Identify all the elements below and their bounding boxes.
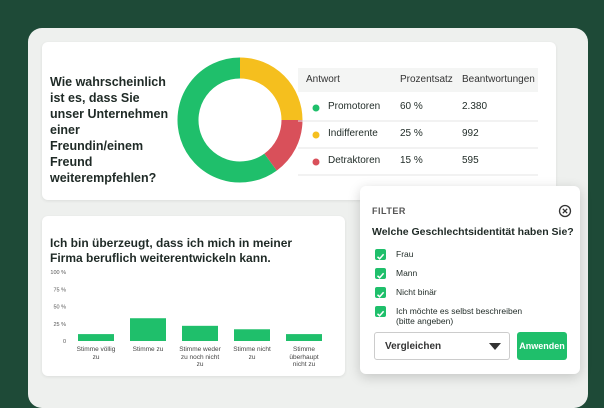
apply-button[interactable]: Anwenden xyxy=(517,332,567,360)
option-label: Mann xyxy=(396,268,418,278)
x-tick-label: Stimme nicht zu xyxy=(233,346,271,361)
bar-card xyxy=(42,216,345,376)
x-tick-label: Stimme völlig zu xyxy=(76,346,116,361)
table-header: Antwort xyxy=(306,74,340,85)
table-cell: 25 % xyxy=(400,128,423,139)
table-cell: 595 xyxy=(462,155,479,166)
table-header-bg xyxy=(298,68,538,92)
check-icon xyxy=(376,291,385,298)
answer-label: Promotoren xyxy=(328,101,381,112)
dropdown[interactable]: Vergleichen xyxy=(374,332,510,360)
filter-label: FILTER xyxy=(372,206,406,216)
table-cell: 992 xyxy=(462,128,479,139)
question-title: Wie wahrscheinlich ist es, dass Sie unse… xyxy=(50,75,169,185)
check-icon xyxy=(376,272,385,279)
close-icon[interactable] xyxy=(558,204,572,218)
checkbox[interactable] xyxy=(375,306,386,317)
option-label: Frau xyxy=(396,249,414,259)
check-icon xyxy=(376,253,385,260)
table-cell: 2.380 xyxy=(462,101,488,112)
filter-question: Welche Geschlechtsidentität haben Sie? xyxy=(372,226,574,238)
table-cell: 15 % xyxy=(400,155,423,166)
x-tick-label: Stimme zu xyxy=(132,346,164,353)
option-label: Nicht binär xyxy=(396,287,437,297)
filter-panel: FILTER Welche Geschlechtsidentität haben … xyxy=(360,186,580,374)
x-tick-label: Stimme weder zu noch nicht zu xyxy=(179,346,221,368)
check-icon xyxy=(376,310,385,317)
checkbox[interactable] xyxy=(375,249,386,260)
table-header: Beantwortungen xyxy=(462,74,535,85)
table-cell: 60 % xyxy=(400,101,423,112)
x-tick-label: Stimme überhaupt nicht zu xyxy=(289,346,319,368)
checkbox[interactable] xyxy=(375,287,386,298)
dropdown-arrow xyxy=(489,343,501,350)
chart-title: Ich bin überzeugt, dass ich mich in mein… xyxy=(50,236,293,265)
checkbox[interactable] xyxy=(375,268,386,279)
dropdown-text: Vergleichen xyxy=(385,341,442,352)
answer-label: Detraktoren xyxy=(328,155,381,166)
table-header: Prozentsatz xyxy=(400,74,453,85)
answer-label: Indifferente xyxy=(328,128,378,139)
option-label: Ich möchte es selbst beschreiben (bitte … xyxy=(396,306,523,326)
